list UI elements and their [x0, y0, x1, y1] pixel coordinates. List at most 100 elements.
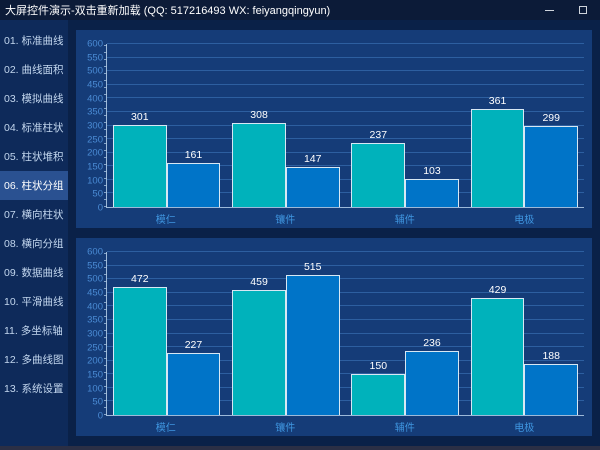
gridline — [107, 124, 584, 126]
y-tick-label: 500 — [87, 65, 103, 77]
gridline — [107, 138, 584, 140]
x-category-label: 电极 — [514, 423, 535, 434]
y-tick-label: 50 — [92, 396, 103, 408]
x-category-label: 辅件 — [394, 215, 415, 226]
y-tick-label: 0 — [97, 410, 103, 422]
y-tick-label: 100 — [87, 175, 103, 187]
bar-pair: 429 188 — [470, 252, 579, 415]
bar-series-1: 459 — [232, 276, 286, 415]
bar-pair: 237 103 — [351, 44, 459, 207]
y-tick-label: 250 — [87, 134, 103, 146]
bar-value-label: 429 — [488, 284, 507, 297]
grouped-bar-chart-bottom: 0 50 100 150 200 250 300 350 400 450 500 550 600 472… — [80, 247, 584, 434]
bar-value-label: 236 — [423, 336, 441, 349]
sidebar-item-08[interactable]: 08. 横向分组 — [4, 238, 64, 250]
bar-value-label: 301 — [131, 111, 149, 124]
x-category-label: 模仁 — [155, 215, 176, 226]
bar-value-label: 361 — [488, 94, 507, 107]
bar-value-label: 150 — [369, 360, 388, 373]
sidebar-item-11[interactable]: 11. 多坐标轴 — [4, 325, 63, 337]
bar-pair: 301 161 — [112, 44, 221, 207]
bar-series-1: 237 — [351, 129, 406, 207]
cropped-bottom-strip — [0, 446, 600, 450]
titlebar: 大屏控件演示-双击重新加载 (QQ: 517216493 WX: feiyang… — [0, 0, 600, 20]
y-tick-label: 150 — [87, 161, 103, 173]
gridline — [107, 264, 584, 266]
gridline — [107, 332, 584, 334]
bar-series-1: 150 — [351, 360, 406, 415]
bar-series-2: 188 — [524, 350, 579, 415]
bar-group: 472 227 — [107, 252, 226, 415]
bar-group: 361 299 — [465, 44, 584, 207]
bar-series-2: 515 — [285, 261, 340, 415]
maximize-button[interactable] — [566, 0, 600, 20]
minimize-button[interactable] — [532, 0, 566, 20]
gridline — [107, 400, 584, 402]
y-tick-label: 600 — [87, 38, 103, 50]
x-category-label: 镶件 — [275, 215, 296, 226]
bar-series-2: 227 — [166, 339, 221, 415]
sidebar-item-02[interactable]: 02. 曲线面积 — [4, 64, 64, 76]
y-tick-label: 300 — [87, 328, 103, 340]
sidebar-item-03[interactable]: 03. 模拟曲线 — [4, 93, 64, 105]
sidebar-item-10[interactable]: 10. 平滑曲线 — [4, 296, 64, 308]
y-axis: 0 50 100 150 200 250 300 350 400 450 500 550 600 — [80, 39, 106, 214]
axis-minor-ticks — [104, 44, 107, 207]
sidebar-item-01[interactable]: 01. 标准曲线 — [4, 35, 64, 47]
window-title: 大屏控件演示-双击重新加载 (QQ: 517216493 WX: feiyang… — [5, 5, 331, 17]
gridline — [107, 70, 584, 72]
sidebar-item-06[interactable]: 06. 柱状分组 — [0, 171, 68, 200]
window-body: 01. 标准曲线 02. 曲线面积 03. 模拟曲线 04. 标准柱状 05. 柱状堆积… — [0, 20, 600, 446]
bar-series-1: 472 — [112, 273, 167, 415]
maximize-icon — [579, 6, 587, 14]
gridline — [107, 359, 584, 361]
bar-value-label: 227 — [184, 339, 203, 352]
gridline — [107, 151, 584, 153]
bar-value-label: 515 — [303, 261, 322, 274]
gridline — [107, 305, 584, 307]
gridline — [107, 192, 584, 194]
bar-value-label: 103 — [423, 165, 441, 178]
plot-area: 472 227 459 515 150 236 429 188 — [104, 251, 584, 416]
y-tick-label: 550 — [87, 52, 103, 64]
sidebar-item-09[interactable]: 09. 数据曲线 — [4, 267, 64, 279]
y-tick-label: 200 — [87, 355, 103, 367]
sidebar-item-07[interactable]: 07. 横向柱状 — [4, 209, 64, 221]
y-tick-label: 400 — [87, 301, 103, 313]
sidebar-item-12[interactable]: 12. 多曲线图 — [4, 354, 64, 366]
gridline — [107, 278, 584, 280]
bar-pair: 308 147 — [232, 44, 340, 207]
y-tick-label: 450 — [87, 79, 103, 91]
bar-pair: 472 227 — [112, 252, 221, 415]
bar-series-2: 161 — [166, 149, 221, 207]
sidebar-item-13[interactable]: 13. 系统设置 — [4, 383, 64, 395]
y-tick-label: 300 — [87, 120, 103, 132]
x-category-label: 电极 — [514, 215, 535, 226]
sidebar-item-05[interactable]: 05. 柱状堆积 — [4, 151, 64, 163]
y-tick-label: 500 — [87, 273, 103, 285]
bar-value-label: 161 — [184, 149, 203, 162]
gridline — [107, 83, 584, 85]
bar-series-2: 147 — [285, 153, 340, 207]
sidebar-item-04[interactable]: 04. 标准柱状 — [4, 122, 64, 134]
bar-group: 237 103 — [346, 44, 465, 207]
bar-value-label: 459 — [250, 276, 268, 289]
grouped-bar-chart-top: 0 50 100 150 200 250 300 350 400 450 500 550 600 301… — [80, 39, 584, 226]
x-category-label: 辅件 — [394, 423, 415, 434]
y-tick-label: 350 — [87, 106, 103, 118]
y-tick-label: 200 — [87, 147, 103, 159]
bar-series-1: 361 — [470, 95, 525, 207]
y-axis: 0 50 100 150 200 250 300 350 400 450 500 550 600 — [80, 247, 106, 422]
y-tick-label: 600 — [87, 246, 103, 258]
bar-value-label: 237 — [369, 128, 388, 141]
gridline — [107, 43, 584, 44]
bar-pair: 361 299 — [470, 44, 579, 207]
bar-value-label: 299 — [542, 111, 560, 124]
gridline — [107, 346, 584, 348]
bar-pair: 459 515 — [232, 252, 340, 415]
x-category-label: 模仁 — [155, 423, 176, 434]
y-tick-label: 100 — [87, 383, 103, 395]
gridline — [107, 251, 584, 252]
bar-group: 301 161 — [107, 44, 226, 207]
